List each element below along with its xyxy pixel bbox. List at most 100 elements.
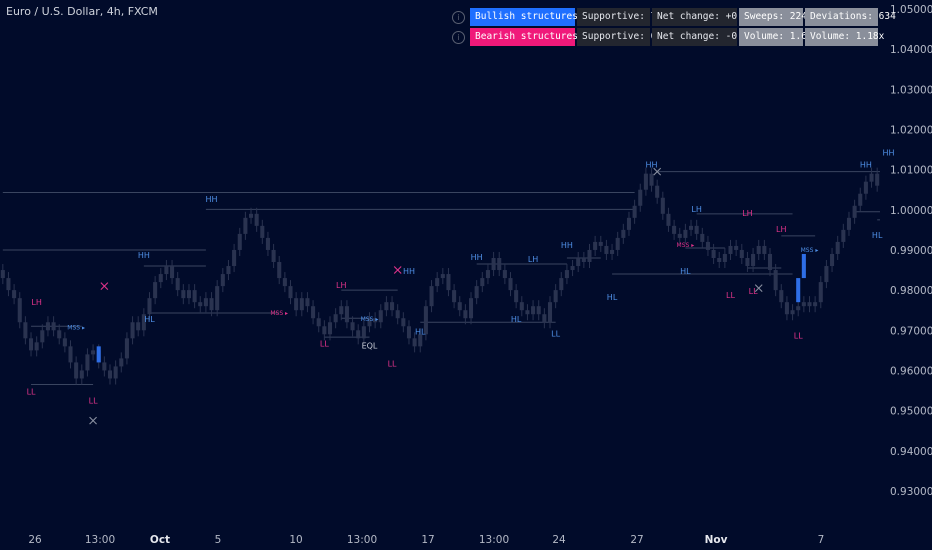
candle-body [429, 286, 434, 307]
y-tick-label: 0.99000 [890, 245, 932, 257]
candle-body [846, 217, 852, 230]
candle-body [485, 270, 490, 279]
candle-body [0, 270, 5, 279]
candle-body [813, 302, 818, 307]
structure-label: LH [776, 225, 786, 234]
candle-body [767, 253, 773, 271]
structure-label: LH [742, 209, 752, 218]
candle-body [79, 370, 84, 379]
structure-label: HL [872, 231, 883, 240]
structure-labels: LL LH MSS ▸ LL HH HL HH MSS ▸ LH LL MSS ▸ EQL LL HH HL… [27, 149, 894, 425]
candle-body [406, 326, 412, 339]
candle-body [136, 322, 141, 331]
candle-body [559, 278, 564, 291]
candle-body [610, 249, 615, 254]
x-tick-label: Oct [150, 534, 170, 546]
info-icon[interactable]: i [452, 30, 465, 44]
candle-body [711, 249, 716, 258]
candle-body [254, 213, 259, 226]
candle-body [378, 310, 383, 323]
candle-body [655, 185, 660, 198]
candle-body [102, 362, 107, 371]
candle-body [717, 257, 722, 263]
candle-body [141, 314, 146, 331]
candle-body [593, 241, 598, 250]
candle-body [361, 326, 366, 339]
candle-body [23, 322, 28, 339]
sweep-cross-icon [393, 266, 402, 274]
x-tick-label: 13:00 [85, 534, 115, 546]
candle-body [660, 197, 665, 214]
candle-body [818, 282, 823, 303]
candle-body [632, 205, 637, 218]
candle-body [497, 257, 502, 271]
candle-body [801, 302, 806, 307]
candle-body [384, 302, 389, 311]
candle-body [311, 306, 316, 319]
candle-body [677, 233, 682, 238]
candle-body [502, 270, 507, 279]
candle-body [468, 298, 474, 319]
candle-body [790, 310, 795, 315]
structure-candle [796, 278, 801, 303]
time-axis[interactable]: 26 13:00 Oct 5 10 13:00 17 13:00 24 27 Nov 7 [28, 534, 824, 546]
candle-body [390, 302, 395, 311]
price-axis[interactable]: 1.05000 1.04000 1.03000 1.02000 1.01000 1.000… [890, 4, 932, 498]
structure-label: HL [511, 315, 522, 324]
candle-body [147, 298, 152, 315]
candle-body [316, 318, 321, 327]
structure-label: HL [415, 327, 426, 336]
candle-body [288, 286, 293, 299]
candle-body [728, 245, 733, 254]
candle-body [705, 241, 710, 250]
structure-stats-table: i Bullish structures: 265 Supportive: 75… [452, 8, 896, 48]
y-tick-label: 1.01000 [890, 165, 932, 177]
candle-body [423, 306, 428, 335]
sweep-cross-icon [754, 284, 763, 293]
sweep-cross-icon [653, 167, 662, 176]
candle-body [564, 270, 569, 279]
candle-body [119, 358, 124, 367]
candle-body [282, 278, 287, 287]
candle-body [672, 225, 677, 234]
candle-body [700, 233, 705, 242]
bullish-net-change-cell: Net change: +0.73% [652, 8, 760, 26]
candle-body [356, 330, 361, 339]
candle-body [875, 173, 880, 186]
candle-body [339, 306, 344, 315]
candle-body [17, 298, 22, 323]
candle-body [40, 330, 45, 343]
bearish-supportive-cell: Supportive: 68% [577, 28, 668, 46]
candle-body [621, 229, 626, 238]
candle-body [248, 213, 254, 218]
x-tick-label: 13:00 [479, 534, 509, 546]
candle-body [734, 245, 739, 250]
candle-body [807, 302, 812, 307]
candle-body [45, 322, 50, 331]
structure-label: LL [726, 291, 735, 300]
candle-body [85, 354, 90, 371]
candle-body [175, 278, 180, 291]
candle-body [271, 249, 276, 263]
candle-body [62, 338, 67, 347]
candle-body [373, 318, 378, 323]
x-tick-label: Nov [705, 534, 728, 546]
candle-body [277, 262, 282, 279]
sweeps-cell: Sweeps: 2247 [739, 8, 813, 26]
candle-body [57, 330, 62, 339]
y-tick-label: 0.98000 [890, 285, 932, 297]
candle-body [491, 257, 496, 271]
structure-label: HL [144, 315, 155, 324]
candle-body [519, 302, 524, 311]
candle-body [237, 233, 242, 250]
deviation-volume-cell: Volume: 1.18x [805, 28, 884, 46]
candle-body [322, 326, 327, 335]
candle-body [401, 318, 406, 327]
candle-body [203, 298, 208, 307]
structure-label: HH [403, 267, 415, 276]
info-icon[interactable]: i [452, 10, 465, 24]
sweep-volume-cell: Volume: 1.69x [739, 28, 818, 46]
symbol-title: Euro / U.S. Dollar, 4h, FXCM [6, 5, 158, 18]
